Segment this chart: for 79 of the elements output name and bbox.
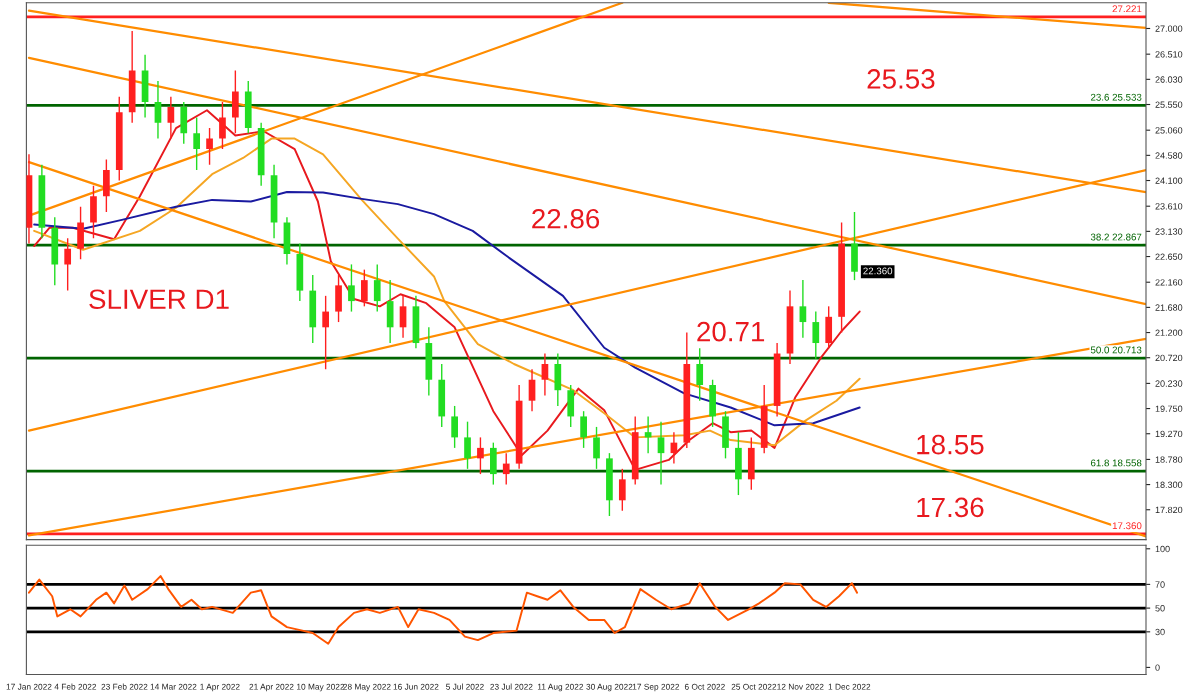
y-tick-label: 21.200 (1155, 329, 1183, 336)
y-tick-label: 50 (1155, 605, 1165, 612)
candlestick (696, 347, 704, 402)
y-tick-label: 30 (1155, 628, 1165, 636)
y-tick-label: 26.030 (1155, 76, 1183, 83)
y-tick-label: 24.100 (1155, 177, 1183, 184)
x-tick-label: 17 Sep 2022 (632, 683, 680, 692)
y-tick-label: 19.270 (1155, 430, 1183, 438)
candlestick (206, 127, 213, 166)
y-tick-label: 24.580 (1155, 152, 1183, 159)
x-tick-label: 12 Nov 2022 (777, 683, 824, 690)
x-tick-label: 25 Oct 2022 (731, 683, 777, 690)
ref-line-label: 38.2 22.867 (1090, 233, 1142, 241)
line-series (33, 191, 861, 427)
ref-line-label: 27.221 (1112, 5, 1142, 13)
ref-line-label: 23.6 25.533 (1090, 93, 1142, 101)
x-tick-label: 21 Apr 2022 (249, 683, 294, 692)
y-tick-label: 22.650 (1155, 253, 1183, 260)
x-tick-label: 28 May 2022 (343, 683, 391, 692)
y-tick-label: 17.820 (1155, 506, 1183, 514)
y-tick-label: 100 (1155, 545, 1170, 553)
y-tick-label: 26.510 (1155, 51, 1183, 58)
x-tick-label: 4 Feb 2022 (54, 683, 97, 690)
x-tick-label: 16 Jun 2022 (393, 683, 439, 690)
candlestick (64, 237, 72, 292)
x-tick-label: 1 Apr 2022 (200, 683, 240, 692)
candlestick (502, 452, 510, 486)
candlestick (219, 101, 226, 150)
x-tick-label: 17 Jan 2022 (6, 683, 52, 690)
x-tick-label: 11 Aug 2022 (537, 683, 584, 692)
y-tick-label: 23.130 (1155, 228, 1183, 235)
y-tick-label: 25.060 (1155, 127, 1183, 134)
ref-line-label: 17.360 (1112, 522, 1142, 530)
candlestick (593, 426, 600, 470)
y-tick-label: 19.750 (1155, 405, 1183, 412)
x-tick-label: 6 Oct 2022 (684, 683, 725, 690)
ref-line-label: 50.0 20.713 (1090, 346, 1142, 354)
y-tick-label: 18.780 (1155, 456, 1183, 463)
line-series (28, 575, 859, 645)
y-tick-label: 70 (1155, 581, 1165, 588)
candlestick (812, 310, 820, 360)
candlestick (451, 405, 458, 449)
candlestick (348, 263, 355, 313)
candlestick (464, 420, 471, 470)
candlestick (477, 436, 484, 475)
y-tick-label: 18.300 (1155, 481, 1183, 488)
y-tick-label: 0 (1155, 664, 1160, 671)
candlestick (799, 279, 807, 339)
ref-line-label: 61.8 18.558 (1090, 459, 1142, 467)
y-tick-label: 23.610 (1155, 203, 1183, 210)
annotation: 17.36 (917, 497, 984, 518)
annotation: 22.86 (532, 208, 600, 229)
candlestick (193, 116, 201, 171)
candlestick (580, 410, 587, 449)
annotation: 20.71 (697, 321, 765, 342)
candlestick (618, 468, 626, 512)
candlestick (322, 295, 329, 370)
candlestick (657, 420, 665, 486)
x-tick-label: 5 Jul 2022 (446, 683, 484, 690)
candlestick (360, 268, 368, 308)
y-tick-label: 25.550 (1155, 101, 1183, 108)
x-tick-label: 1 Dec 2022 (828, 683, 871, 690)
annotation: 25.53 (867, 69, 935, 89)
annotation: 22.360 (863, 267, 893, 275)
y-tick-label: 22.160 (1155, 279, 1183, 286)
candlestick (167, 95, 175, 140)
y-tick-label: 20.230 (1155, 380, 1183, 387)
x-tick-label: 23 Jul 2022 (490, 683, 533, 690)
candlestick (541, 352, 549, 397)
x-tick-label: 23 Feb 2022 (101, 683, 148, 690)
x-tick-label: 10 May 2022 (297, 683, 345, 692)
y-tick-label: 27.000 (1155, 25, 1183, 32)
x-tick-label: 30 Aug 2022 (586, 683, 633, 692)
x-tick-label: 14 Mar 2022 (150, 683, 197, 690)
annotation: 18.55 (917, 434, 984, 455)
y-tick-label: 21.680 (1155, 304, 1183, 311)
annotation: SLIVER D1 (89, 289, 229, 310)
candlestick (373, 263, 381, 313)
y-tick-label: 20.720 (1155, 354, 1183, 362)
